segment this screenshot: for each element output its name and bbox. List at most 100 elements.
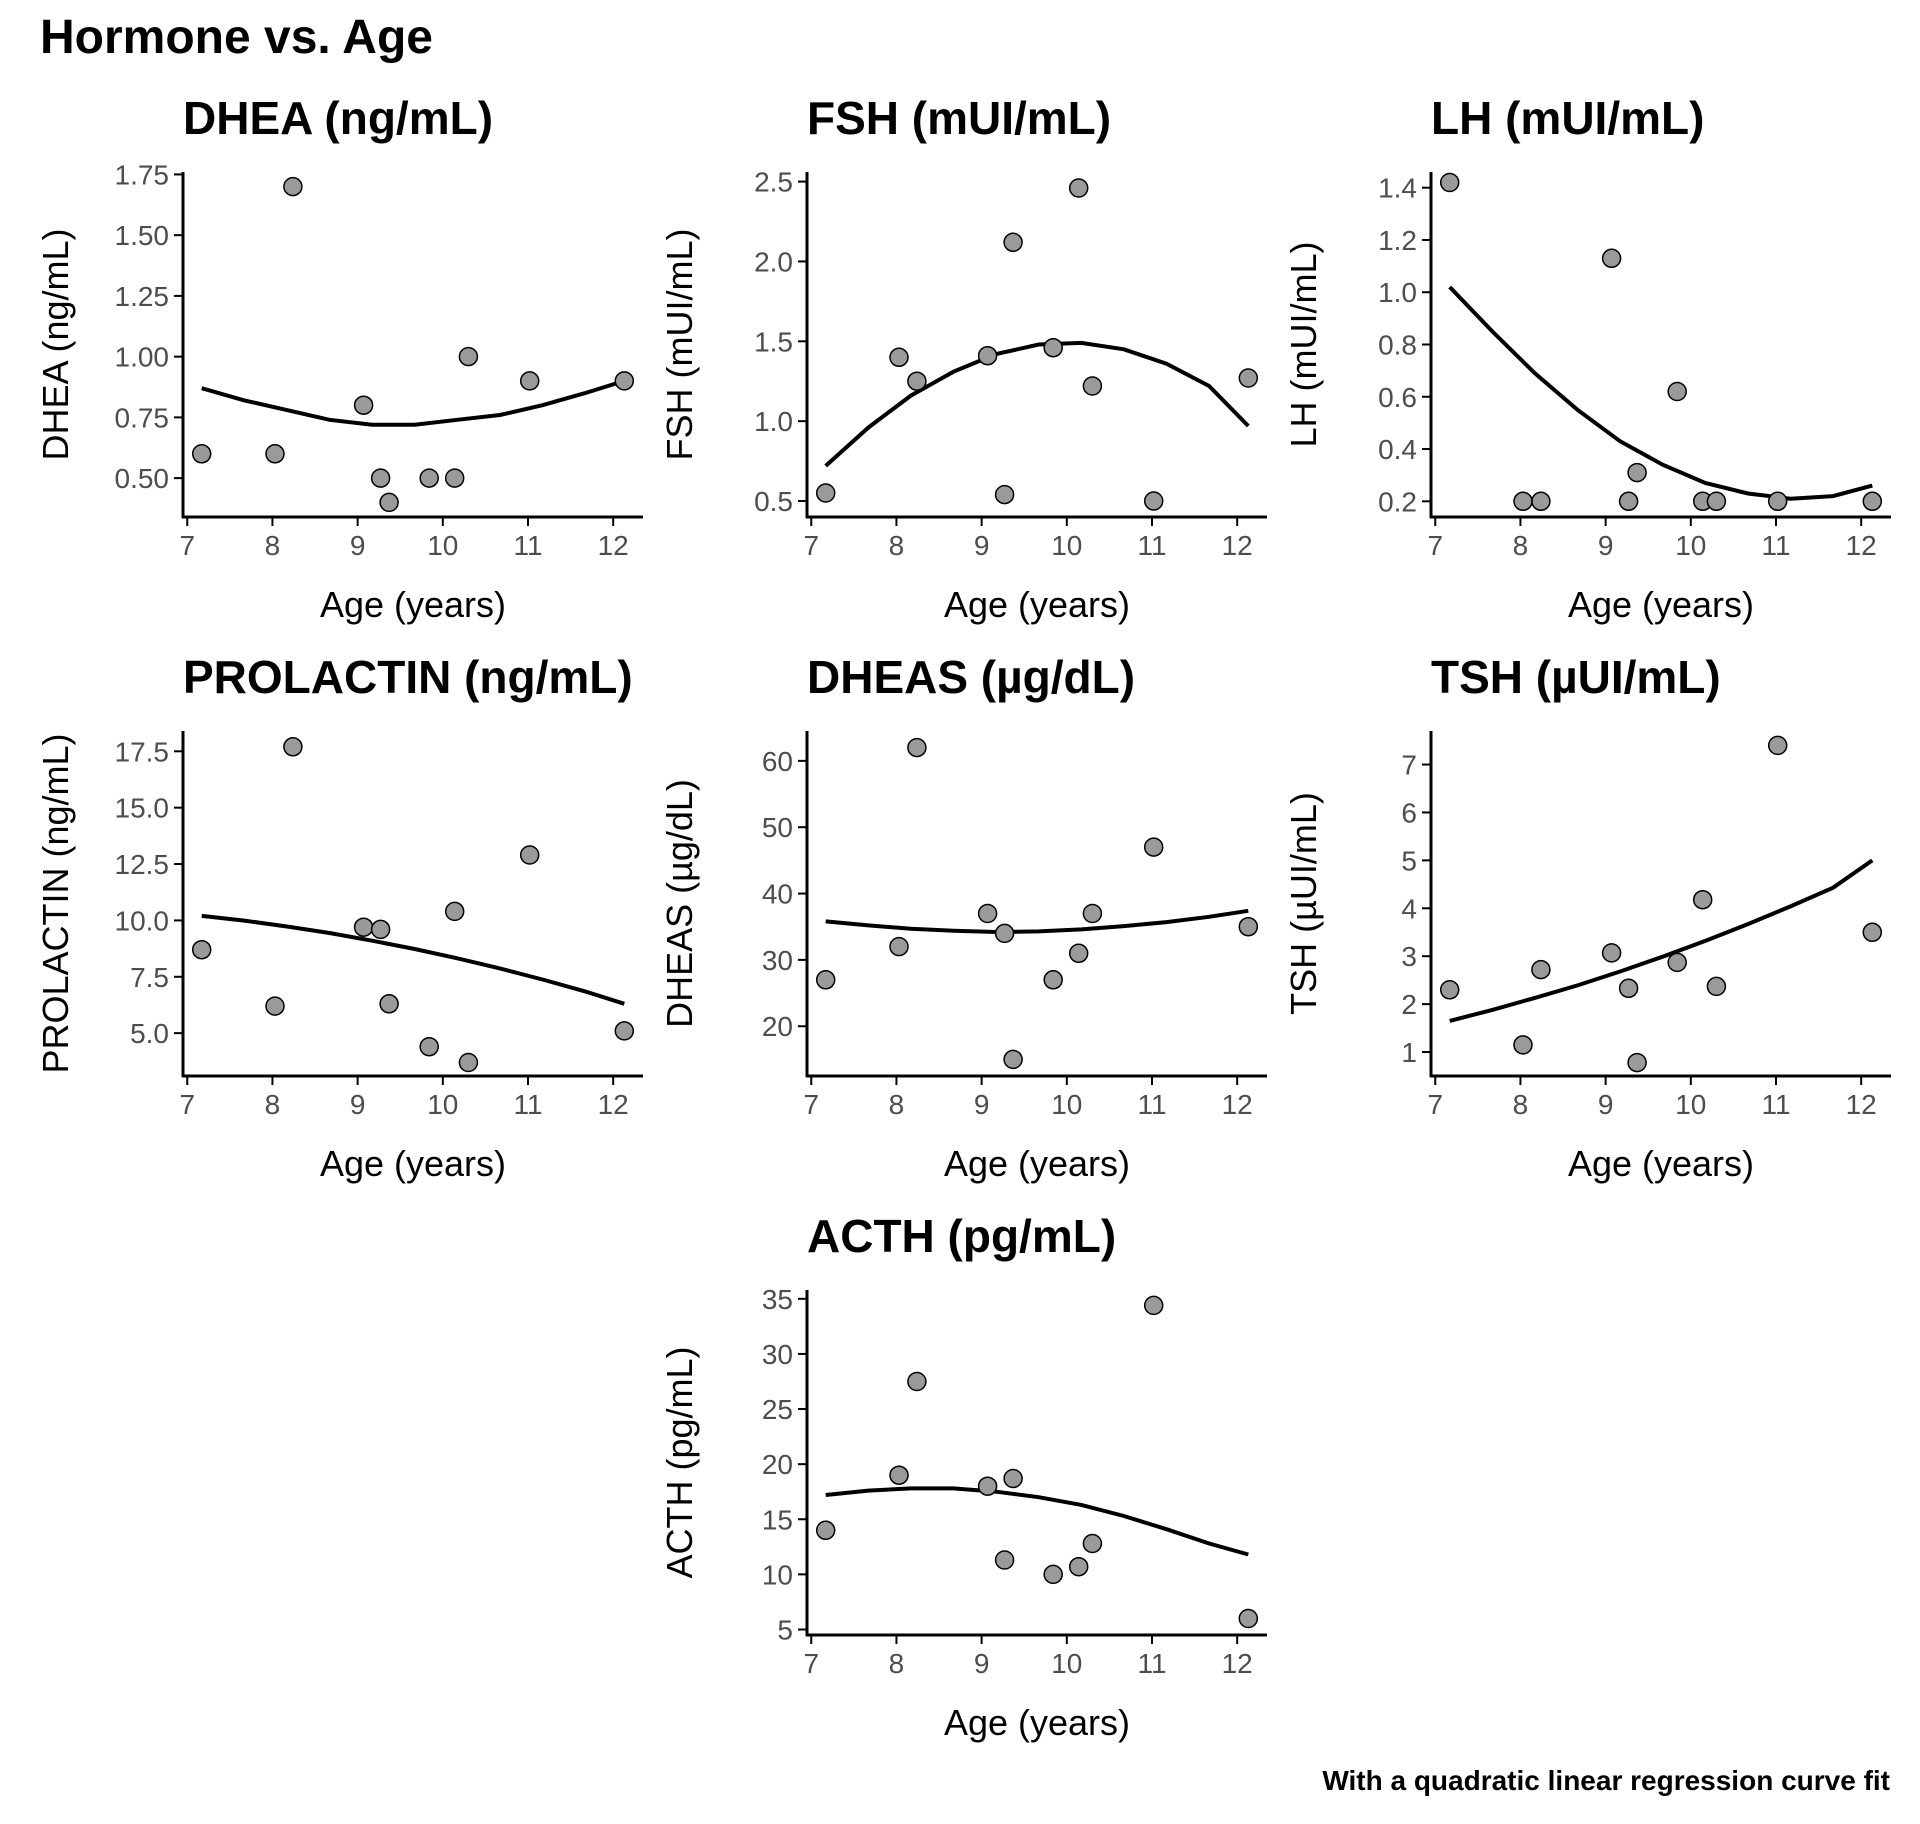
data-point	[1070, 179, 1088, 197]
subplot-6: TSH (µUI/mL)7 8 9 10 11 121234567Age (years)T…	[1283, 651, 1891, 1184]
y-axis-title: PROLACTIN (ng/mL)	[35, 733, 76, 1073]
data-point	[1083, 1535, 1101, 1553]
x-tick-label: 11	[1761, 1089, 1790, 1120]
y-tick-label: 7	[1401, 750, 1417, 781]
x-tick-label: 8	[889, 1648, 905, 1679]
y-axis-title: ACTH (pg/mL)	[659, 1346, 700, 1578]
y-tick-label: 5.0	[130, 1018, 169, 1049]
data-point	[817, 484, 835, 502]
data-point	[380, 493, 398, 511]
x-tick-label: 12	[598, 1089, 629, 1120]
data-point	[266, 997, 284, 1015]
y-tick-label: 0.5	[754, 486, 793, 517]
x-tick-label: 10	[1051, 530, 1082, 561]
y-tick-label: 15.0	[115, 793, 170, 824]
data-point	[1863, 492, 1881, 510]
data-point	[1532, 961, 1550, 979]
x-tick-label: 9	[350, 530, 366, 561]
chart-caption: With a quadratic linear regression curve…	[1322, 1765, 1890, 1797]
x-tick-label: 8	[889, 530, 905, 561]
data-point	[817, 971, 835, 989]
x-tick-label: 12	[598, 530, 629, 561]
y-tick-label: 5	[777, 1614, 793, 1645]
y-tick-label: 3	[1401, 941, 1417, 972]
data-point	[193, 445, 211, 463]
y-tick-label: 10.0	[115, 905, 170, 936]
data-point	[459, 1054, 477, 1072]
y-tick-label: 1.25	[115, 281, 170, 312]
y-axis-title: LH (mUI/mL)	[1283, 242, 1324, 448]
data-point	[1769, 492, 1787, 510]
data-point	[817, 1521, 835, 1539]
x-tick-label: 11	[513, 1089, 542, 1120]
regression-curve	[1450, 287, 1873, 499]
data-point	[372, 469, 390, 487]
subplot-5: DHEAS (µg/dL)7 8 9 10 11 122030405060Age (yea…	[659, 651, 1267, 1184]
data-point	[355, 396, 373, 414]
data-point	[996, 486, 1014, 504]
y-tick-label: 15	[762, 1504, 793, 1535]
x-tick-label: 10	[427, 1089, 458, 1120]
subplot-4: PROLACTIN (ng/mL)7 8 9 10 11 125.07.510.012.5…	[35, 651, 643, 1184]
data-point	[1239, 369, 1257, 387]
data-point	[1044, 971, 1062, 989]
data-point	[1145, 838, 1163, 856]
y-axis-title: DHEAS (µg/dL)	[659, 779, 700, 1028]
x-tick-label: 10	[1051, 1648, 1082, 1679]
x-tick-label: 10	[1675, 530, 1706, 561]
y-tick-label: 30	[762, 1339, 793, 1370]
data-point	[996, 924, 1014, 942]
x-tick-label: 11	[1137, 530, 1166, 561]
y-tick-label: 20	[762, 1449, 793, 1480]
y-tick-label: 60	[762, 746, 793, 777]
x-tick-label: 12	[1222, 1089, 1253, 1120]
y-tick-label: 0.75	[115, 402, 170, 433]
data-point	[1044, 339, 1062, 357]
x-tick-label: 7	[1427, 530, 1443, 561]
y-tick-label: 0.6	[1378, 382, 1417, 413]
x-tick-label: 8	[1513, 1089, 1529, 1120]
y-tick-label: 4	[1401, 893, 1417, 924]
x-axis-title: Age (years)	[1568, 1143, 1754, 1184]
data-point	[1239, 1610, 1257, 1628]
x-tick-label: 7	[179, 1089, 195, 1120]
data-point	[615, 1022, 633, 1040]
data-point	[1441, 981, 1459, 999]
data-point	[446, 469, 464, 487]
y-tick-label: 50	[762, 812, 793, 843]
y-tick-label: 7.5	[130, 962, 169, 993]
y-tick-label: 0.2	[1378, 486, 1417, 517]
data-point	[1004, 1470, 1022, 1488]
data-point	[1083, 905, 1101, 923]
data-point	[1004, 233, 1022, 251]
data-point	[284, 738, 302, 756]
regression-curve	[202, 381, 625, 425]
x-tick-label: 10	[427, 530, 458, 561]
y-tick-label: 40	[762, 879, 793, 910]
subplot-7: ACTH (pg/mL) 7 8 9 10 11 12 5 10 15 20 25 30 35 Age (y…	[659, 1210, 1267, 1743]
subplot-title: DHEA (ng/mL)	[183, 92, 493, 144]
regression-curve	[826, 911, 1249, 932]
x-tick-label: 9	[350, 1089, 366, 1120]
data-point	[420, 1038, 438, 1056]
regression-curve	[202, 916, 625, 1004]
data-point	[1668, 383, 1686, 401]
x-tick-label: 12	[1222, 1648, 1253, 1679]
x-tick-label: 12	[1222, 530, 1253, 561]
x-tick-label: 7	[803, 530, 819, 561]
y-tick-label: 2	[1401, 989, 1417, 1020]
y-tick-label: 1.75	[115, 159, 170, 190]
x-tick-label: 8	[265, 530, 281, 561]
y-tick-label: 0.50	[115, 463, 170, 494]
data-point	[459, 348, 477, 366]
x-tick-label: 9	[1598, 1089, 1614, 1120]
data-point	[1668, 953, 1686, 971]
data-point	[420, 469, 438, 487]
data-point	[1628, 1054, 1646, 1072]
data-point	[380, 995, 398, 1013]
x-tick-label: 7	[803, 1089, 819, 1120]
x-axis-title: Age (years)	[944, 1702, 1130, 1743]
y-tick-label: 2.5	[754, 167, 793, 198]
y-tick-label: 1.4	[1378, 173, 1417, 204]
data-point	[1603, 944, 1621, 962]
